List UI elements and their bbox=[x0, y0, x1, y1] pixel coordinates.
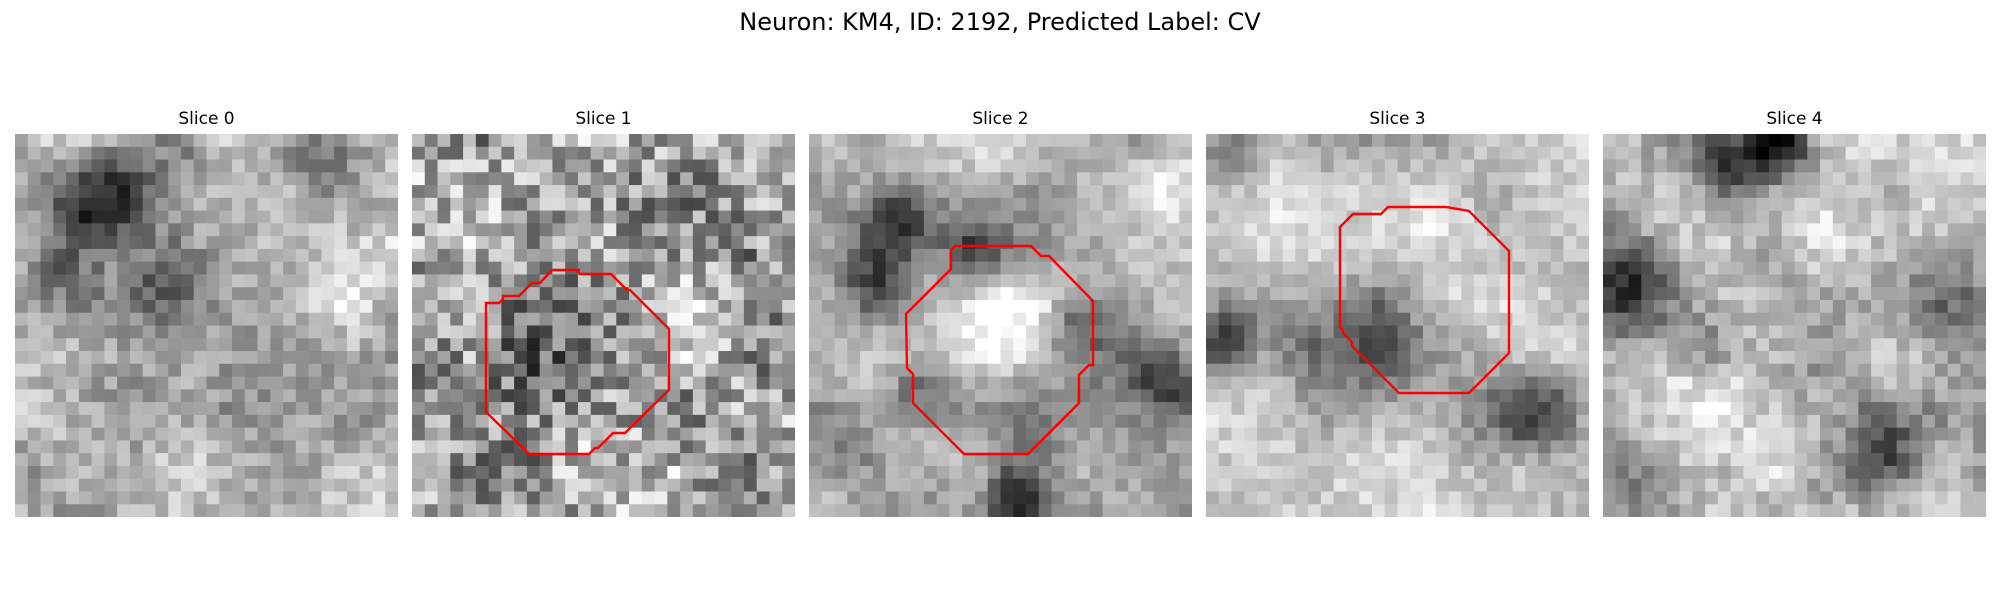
segmentation-contour bbox=[484, 268, 671, 456]
slice-title-0: Slice 0 bbox=[178, 109, 235, 129]
slice-title-2: Slice 2 bbox=[972, 109, 1029, 129]
slice-panel-0: Slice 0 bbox=[15, 108, 398, 520]
slice-image-2 bbox=[809, 134, 1192, 517]
slice-image-3 bbox=[1206, 134, 1589, 517]
figure-title: Neuron: KM4, ID: 2192, Predicted Label: … bbox=[739, 8, 1261, 36]
slice-image-4 bbox=[1603, 134, 1986, 517]
segmentation-contour bbox=[904, 244, 1095, 456]
segmentation-contour bbox=[1338, 205, 1511, 395]
slice-image-1 bbox=[412, 134, 795, 517]
slice-panel-1: Slice 1 bbox=[412, 108, 795, 520]
slice-panel-2: Slice 2 bbox=[809, 108, 1192, 520]
slice-title-3: Slice 3 bbox=[1369, 109, 1426, 129]
slice-title-4: Slice 4 bbox=[1766, 109, 1823, 129]
slice-title-1: Slice 1 bbox=[575, 109, 632, 129]
slice-panel-4: Slice 4 bbox=[1603, 108, 1986, 520]
slice-image-0 bbox=[15, 134, 398, 517]
slice-panel-3: Slice 3 bbox=[1206, 108, 1589, 520]
